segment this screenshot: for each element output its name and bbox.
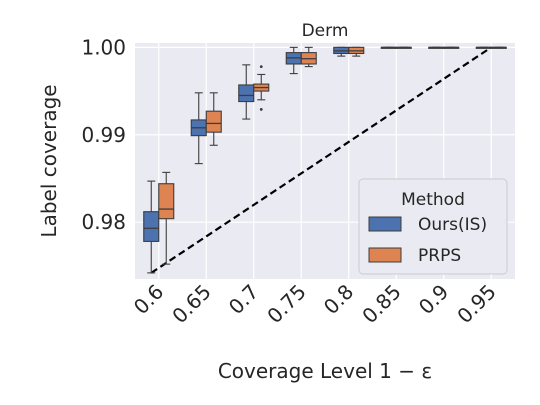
box-ours-is-0.7 — [238, 64, 255, 120]
reference-line-group — [150, 46, 492, 274]
box-ours-is-0.95 — [475, 46, 492, 49]
box-prps-0.75 — [300, 46, 317, 68]
x-tick-label: 0.75 — [262, 280, 310, 328]
legend: Method Ours(IS) PRPS — [358, 178, 508, 275]
x-tick-label: 0.65 — [167, 280, 215, 328]
box-prps-0.65 — [205, 92, 222, 146]
box-ours-is-0.9 — [428, 46, 445, 49]
legend-title: Method — [401, 190, 465, 210]
box-prps-0.7 — [253, 65, 270, 111]
x-tick-label: 0.6 — [129, 280, 168, 319]
legend-label-ours-is: Ours(IS) — [418, 215, 487, 235]
chart-title: Derm — [302, 21, 349, 41]
box-body — [205, 110, 222, 133]
flier-point — [259, 108, 263, 111]
boxes-group — [143, 46, 507, 274]
reference-diagonal-line — [150, 46, 492, 274]
y-tick-label: 0.99 — [81, 123, 126, 147]
x-tick-label: 0.7 — [224, 280, 263, 319]
x-tick-label: 0.85 — [357, 280, 405, 328]
box-ours-is-0.6 — [143, 180, 160, 274]
x-tick-label: 0.9 — [414, 280, 453, 319]
box-body — [143, 211, 160, 242]
legend-swatch-ours-is — [368, 216, 402, 232]
box-prps-0.95 — [490, 46, 507, 49]
legend-label-prps: PRPS — [418, 246, 461, 266]
box-prps-0.6 — [158, 171, 175, 265]
x-axis-label: Coverage Level 1 − ε — [218, 359, 432, 383]
box-body — [238, 84, 255, 103]
y-tick-labels: 0.98 0.99 1.00 — [81, 35, 126, 234]
legend-swatch-prps — [368, 247, 402, 263]
box-prps-0.8 — [348, 46, 365, 57]
flier-point — [259, 65, 263, 68]
x-tick-label: 0.8 — [319, 280, 358, 319]
box-ours-is-0.85 — [380, 46, 397, 49]
y-tick-label: 1.00 — [81, 35, 126, 59]
box-prps-0.9 — [443, 46, 460, 49]
box-prps-0.85 — [395, 46, 412, 49]
box-body — [158, 183, 175, 220]
y-axis-label: Label coverage — [37, 84, 61, 237]
x-tick-labels: 0.6 0.65 0.7 0.75 0.8 0.85 0.9 0.95 — [129, 280, 501, 328]
y-tick-label: 0.98 — [81, 210, 126, 234]
x-tick-label: 0.95 — [452, 280, 500, 328]
